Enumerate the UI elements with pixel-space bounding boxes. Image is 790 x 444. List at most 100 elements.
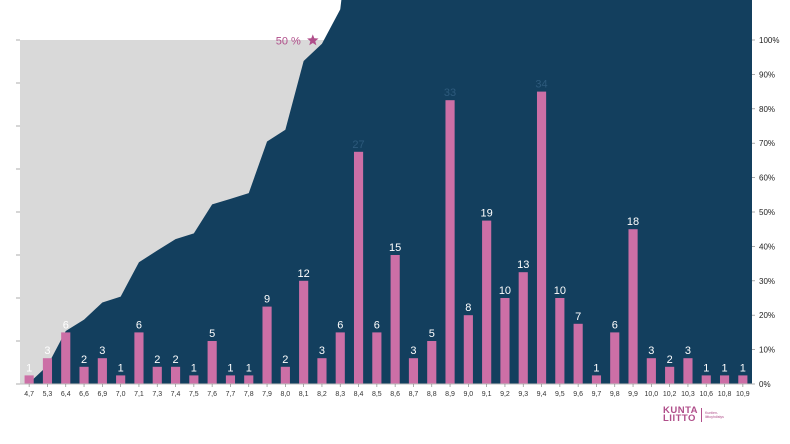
bar bbox=[646, 358, 656, 384]
x-tick-label: 9,2 bbox=[500, 391, 510, 398]
data-label: 1 bbox=[118, 362, 124, 374]
x-tick-label: 10,0 bbox=[645, 391, 659, 398]
x-tick-label: 9,3 bbox=[518, 391, 528, 398]
data-label: 1 bbox=[191, 362, 197, 374]
data-label: 3 bbox=[648, 345, 654, 357]
right-tick-label: 100% bbox=[759, 36, 779, 45]
bar bbox=[390, 255, 400, 384]
x-tick-label: 7,0 bbox=[116, 391, 126, 398]
bar bbox=[97, 358, 107, 384]
data-label: 19 bbox=[481, 208, 493, 220]
x-tick-label: 10,9 bbox=[736, 391, 750, 398]
bar bbox=[665, 366, 675, 384]
bar bbox=[134, 332, 144, 384]
data-label: 3 bbox=[44, 345, 50, 357]
bar bbox=[353, 151, 364, 384]
percentile-marker: 50 % bbox=[276, 34, 319, 47]
right-tick-label: 80% bbox=[759, 105, 775, 114]
bar bbox=[280, 366, 290, 384]
bar bbox=[408, 358, 419, 384]
bar bbox=[683, 358, 693, 384]
x-tick-label: 8,3 bbox=[335, 391, 345, 398]
x-tick-label: 7,5 bbox=[189, 391, 199, 398]
x-tick-label: 10,6 bbox=[699, 391, 713, 398]
data-label: 1 bbox=[593, 362, 599, 374]
data-label: 13 bbox=[517, 259, 529, 271]
bar bbox=[152, 366, 162, 384]
x-tick-label: 7,4 bbox=[171, 391, 181, 398]
x-tick-label: 8,4 bbox=[354, 391, 364, 398]
bar bbox=[189, 375, 199, 384]
x-tick-label: 6,6 bbox=[79, 391, 89, 398]
data-label: 3 bbox=[99, 345, 105, 357]
bar bbox=[445, 100, 455, 384]
bar bbox=[299, 280, 309, 384]
right-tick-label: 50% bbox=[759, 208, 775, 217]
right-tick-label: 60% bbox=[759, 174, 775, 183]
x-tick-label: 10,8 bbox=[718, 391, 732, 398]
data-label: 1 bbox=[721, 362, 727, 374]
x-tick-label: 7,1 bbox=[134, 391, 144, 398]
x-tick-label: 9,9 bbox=[628, 391, 638, 398]
logo-wordmark: KUNTA LIITTO bbox=[663, 405, 699, 424]
data-label: 3 bbox=[685, 345, 691, 357]
data-label: 1 bbox=[26, 362, 32, 374]
x-tick-label: 7,8 bbox=[244, 391, 254, 398]
data-label: 15 bbox=[389, 242, 401, 254]
data-label: 2 bbox=[282, 354, 288, 366]
x-tick-label: 9,0 bbox=[463, 391, 473, 398]
data-label: 1 bbox=[740, 362, 746, 374]
logo-separator bbox=[701, 408, 703, 422]
data-label: 10 bbox=[554, 285, 566, 297]
x-tick-label: 7,7 bbox=[226, 391, 236, 398]
right-tick-label: 20% bbox=[759, 311, 775, 320]
x-tick-label: 4,7 bbox=[24, 391, 34, 398]
data-label: 6 bbox=[136, 319, 142, 331]
bar bbox=[482, 220, 492, 384]
bar bbox=[628, 229, 638, 384]
data-label: 5 bbox=[209, 328, 215, 340]
data-label: 6 bbox=[374, 319, 380, 331]
right-tick-label: 10% bbox=[759, 346, 775, 355]
bar bbox=[116, 375, 126, 384]
right-tick-label: 0% bbox=[759, 380, 771, 389]
x-tick-label: 9,4 bbox=[537, 391, 547, 398]
bar bbox=[317, 358, 327, 384]
right-tick-label: 40% bbox=[759, 242, 775, 251]
bar bbox=[500, 298, 510, 384]
data-label: 12 bbox=[298, 268, 310, 280]
bar bbox=[42, 358, 53, 384]
bar bbox=[610, 332, 620, 384]
data-label: 8 bbox=[465, 302, 471, 314]
bar bbox=[170, 366, 181, 384]
data-label: 1 bbox=[703, 362, 709, 374]
bar bbox=[573, 323, 583, 384]
x-tick-label: 9,5 bbox=[555, 391, 565, 398]
data-label: 27 bbox=[352, 139, 364, 151]
bar bbox=[24, 375, 34, 384]
x-tick-label: 8,0 bbox=[280, 391, 290, 398]
x-tick-label: 8,6 bbox=[390, 391, 400, 398]
bar bbox=[225, 375, 236, 384]
x-tick-label: 9,1 bbox=[482, 391, 492, 398]
x-tick-label: 10,2 bbox=[663, 391, 677, 398]
data-label: 18 bbox=[627, 216, 639, 228]
data-label: 6 bbox=[63, 319, 69, 331]
bar bbox=[244, 375, 254, 384]
bar-series bbox=[24, 91, 748, 384]
x-tick-label: 7,9 bbox=[262, 391, 272, 398]
x-tick-label: 8,5 bbox=[372, 391, 382, 398]
bar bbox=[719, 375, 730, 384]
bar bbox=[79, 366, 89, 384]
bar bbox=[555, 298, 565, 384]
data-label: 2 bbox=[81, 354, 87, 366]
data-label: 2 bbox=[172, 354, 178, 366]
bar bbox=[207, 341, 217, 384]
data-label: 3 bbox=[319, 345, 325, 357]
x-tick-label: 8,9 bbox=[445, 391, 455, 398]
data-label: 7 bbox=[575, 311, 581, 323]
data-label: 2 bbox=[667, 354, 673, 366]
bar bbox=[738, 375, 748, 384]
